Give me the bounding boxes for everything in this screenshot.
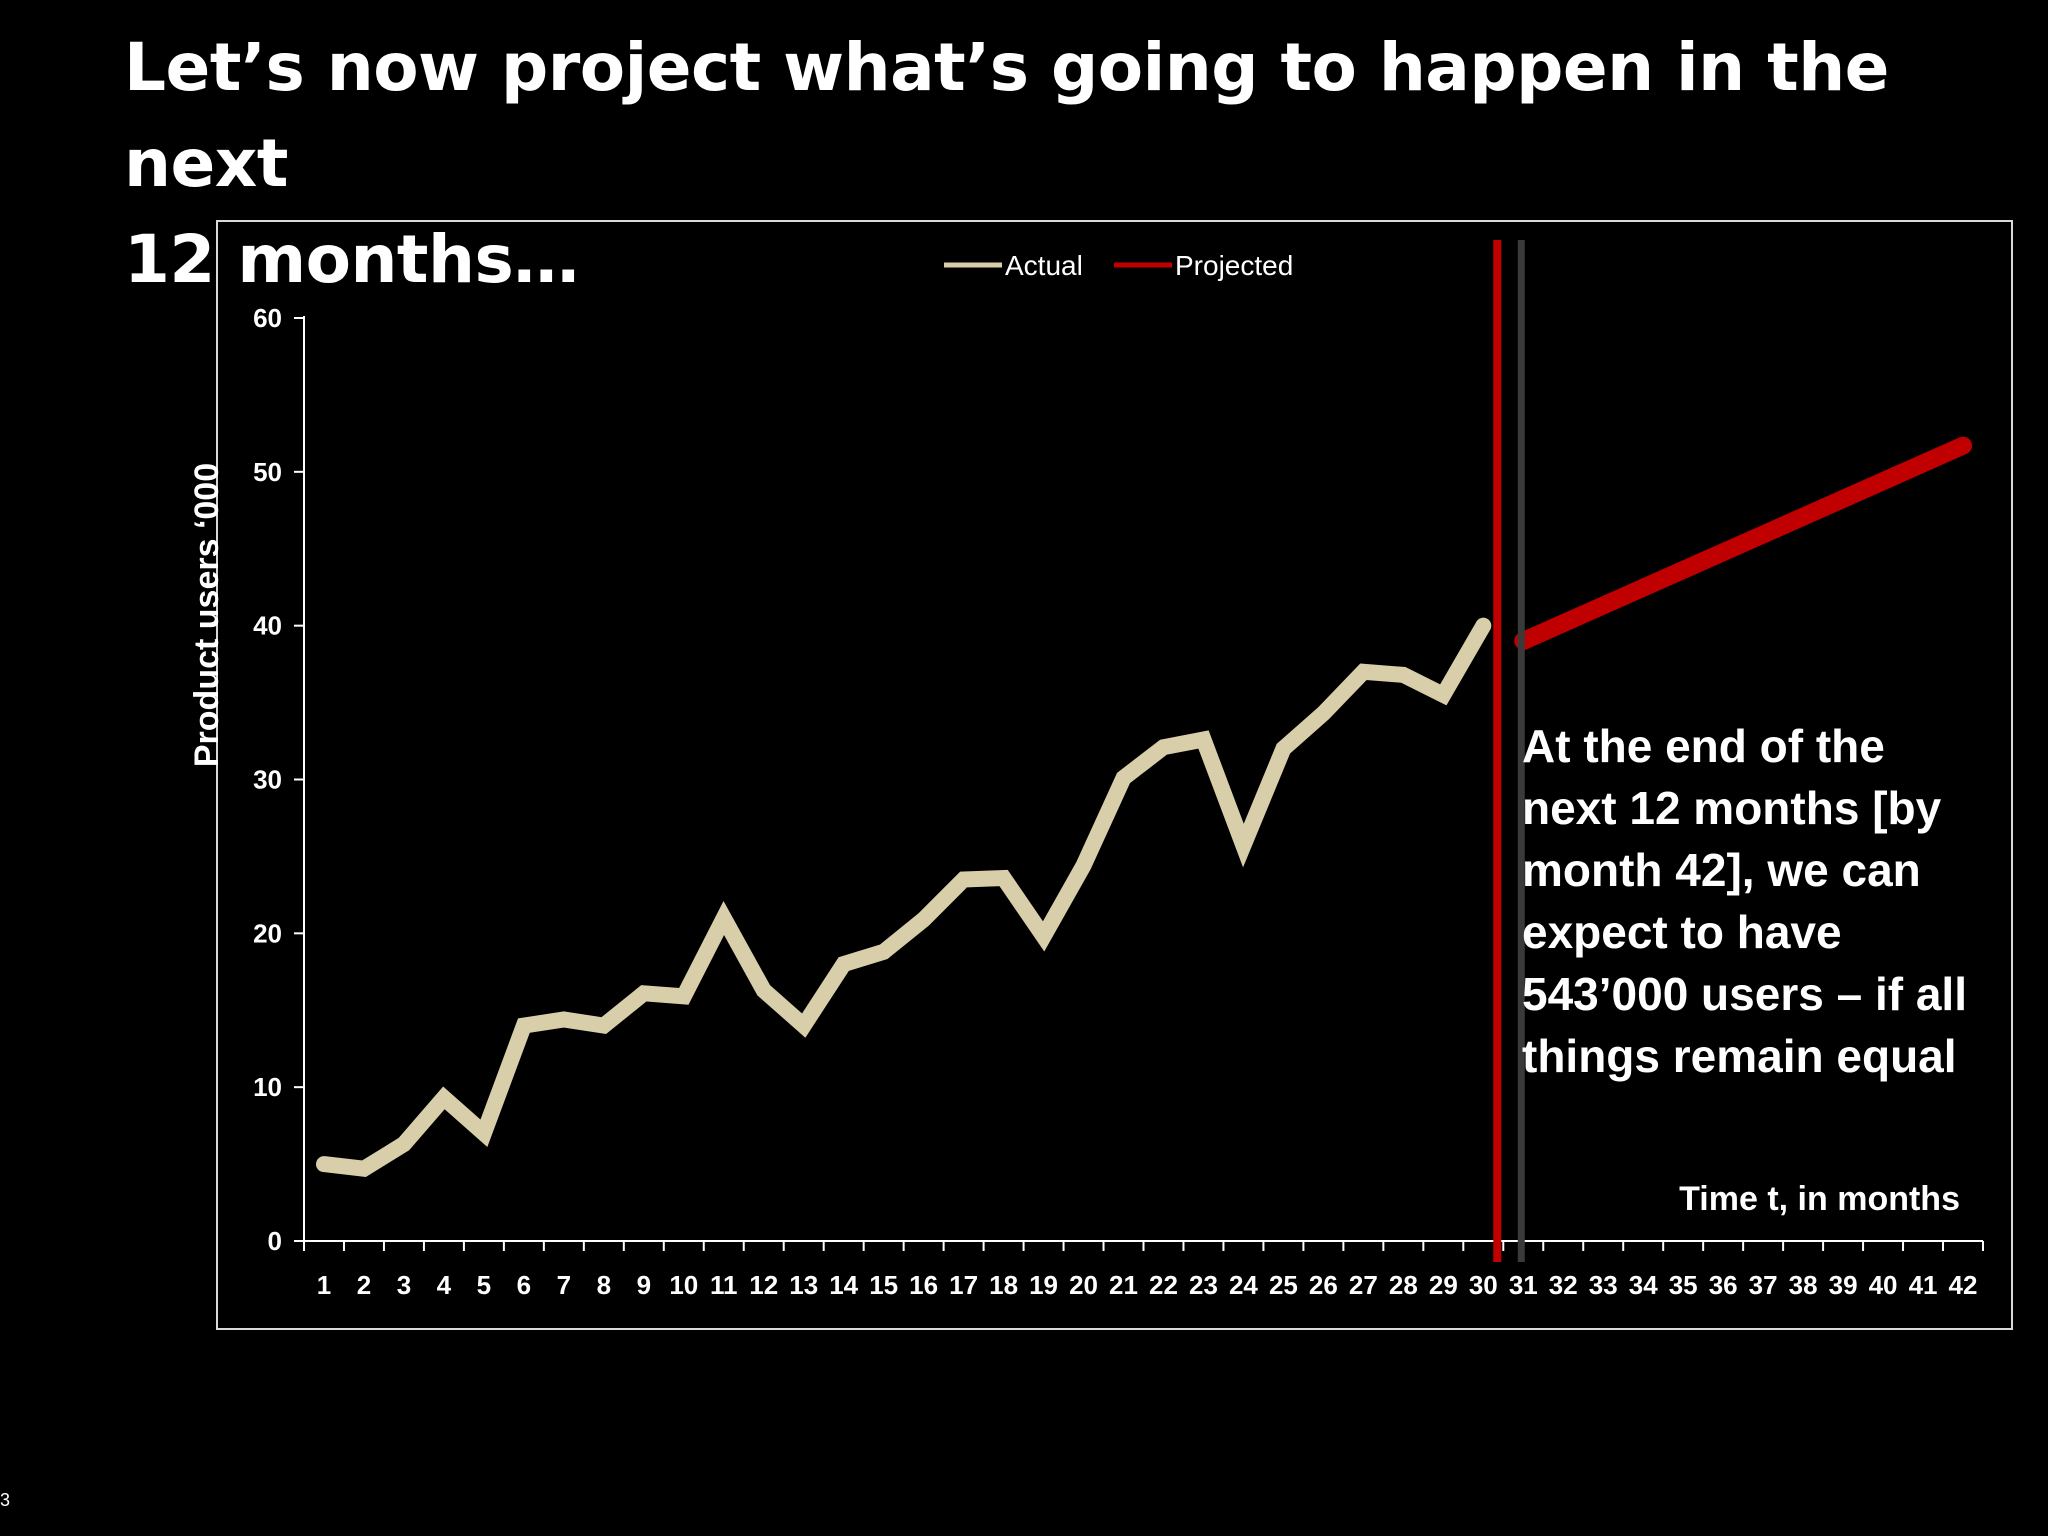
annotation-line: next 12 months [by: [1522, 782, 1942, 834]
y-axis-title: Product users ‘000: [188, 463, 226, 767]
annotation-line: things remain equal: [1522, 1030, 1957, 1082]
y-tick-label: 20: [253, 918, 282, 948]
y-tick-label: 30: [253, 765, 282, 795]
x-tick-label: 21: [1109, 1270, 1138, 1300]
x-tick-label: 3: [397, 1270, 411, 1300]
x-tick-label: 29: [1429, 1270, 1458, 1300]
x-tick-label: 15: [869, 1270, 898, 1300]
x-tick-label: 36: [1709, 1270, 1738, 1300]
x-tick-label: 8: [597, 1270, 611, 1300]
series-line-projected: [1514, 436, 1972, 650]
x-tick-label: 42: [1949, 1270, 1978, 1300]
x-tick-label: 5: [477, 1270, 491, 1300]
x-tick-label: 28: [1389, 1270, 1418, 1300]
x-tick-label: 30: [1469, 1270, 1498, 1300]
x-tick-label: 32: [1549, 1270, 1578, 1300]
x-tick-label: 24: [1229, 1270, 1258, 1300]
y-tick-label: 10: [253, 1072, 282, 1102]
x-tick-label: 10: [669, 1270, 698, 1300]
x-tick-label: 11: [710, 1270, 738, 1300]
slide-title-line-1: Let’s now project what’s going to happen…: [124, 29, 1889, 202]
y-tick-label: 60: [253, 303, 282, 333]
x-tick-label: 2: [357, 1270, 371, 1300]
x-tick-label: 6: [517, 1270, 531, 1300]
x-tick-label: 12: [749, 1270, 778, 1300]
x-tick-label: 37: [1749, 1270, 1778, 1300]
legend-label: Projected: [1175, 250, 1293, 281]
series: [316, 436, 1972, 1177]
x-tick-label: 13: [789, 1270, 818, 1300]
x-tick-label: 23: [1189, 1270, 1218, 1300]
slide-title: Let’s now project what’s going to happen…: [124, 20, 2024, 308]
x-tick-label: 27: [1349, 1270, 1378, 1300]
slide-title-line-2: 12 months…: [124, 221, 579, 298]
x-tick-label: 31: [1509, 1270, 1538, 1300]
y-tick-label: 40: [253, 611, 282, 641]
x-tick-label: 14: [829, 1270, 858, 1300]
x-tick-label: 1: [317, 1270, 331, 1300]
x-tick-label: 9: [637, 1270, 651, 1300]
chart-frame: [216, 220, 2013, 1330]
page-number: 3: [0, 1490, 11, 1510]
x-tick-label: 33: [1589, 1270, 1618, 1300]
x-tick-label: 34: [1629, 1270, 1658, 1300]
x-tick-label: 4: [437, 1270, 452, 1300]
separator-markers: [1493, 240, 1525, 1262]
x-tick-label: 20: [1069, 1270, 1098, 1300]
projection-annotation: At the end of the next 12 months [by mon…: [1522, 715, 2042, 1087]
x-tick-label: 41: [1909, 1270, 1938, 1300]
x-tick-label: 26: [1309, 1270, 1338, 1300]
x-tick-label: 19: [1029, 1270, 1058, 1300]
legend: Actual Projected: [944, 250, 1293, 281]
annotation-line: At the end of the: [1522, 720, 1885, 772]
x-tick-label: 18: [989, 1270, 1018, 1300]
x-axis-title: Time t, in months: [1679, 1180, 1960, 1218]
x-tick-label: 17: [949, 1270, 978, 1300]
x-tick-label: 7: [557, 1270, 571, 1300]
x-tick-label: 22: [1149, 1270, 1178, 1300]
annotation-line: month 42], we can: [1522, 844, 1921, 896]
y-tick-label: 50: [253, 457, 282, 487]
x-tick-label: 39: [1829, 1270, 1858, 1300]
x-tick-label: 38: [1789, 1270, 1818, 1300]
x-tick-label: 16: [909, 1270, 938, 1300]
y-tick-label: 0: [268, 1226, 282, 1256]
x-tick-label: 40: [1869, 1270, 1898, 1300]
annotation-line: 543’000 users – if all: [1522, 968, 1967, 1020]
annotation-line: expect to have: [1522, 906, 1842, 958]
x-tick-label: 35: [1669, 1270, 1698, 1300]
series-line-actual: [316, 617, 1492, 1177]
legend-label: Actual: [1005, 250, 1083, 281]
x-tick-label: 25: [1269, 1270, 1298, 1300]
